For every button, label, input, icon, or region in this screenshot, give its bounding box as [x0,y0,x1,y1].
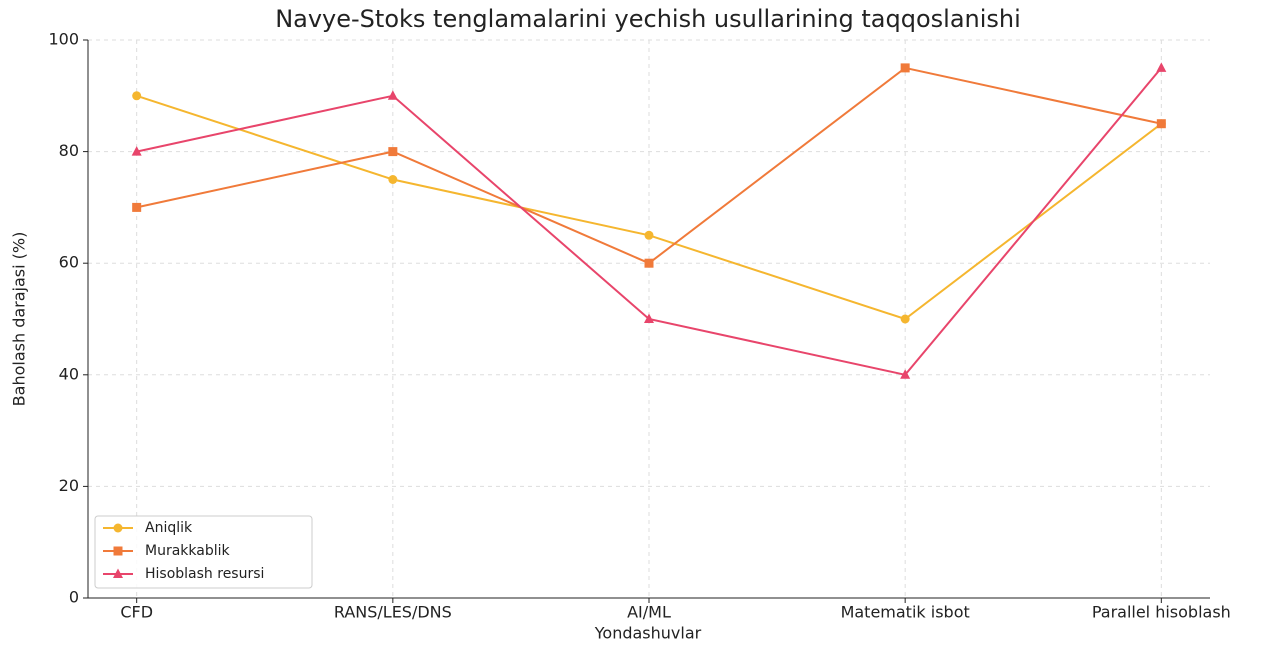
y-axis-label: Baholash darajasi (%) [10,232,29,407]
marker [387,90,398,100]
marker [113,546,123,556]
y-tick-label: 100 [48,30,79,49]
x-tick-label: RANS/LES/DNS [334,603,452,622]
marker [900,369,911,379]
marker [113,568,123,578]
y-tick-label: 20 [59,476,79,495]
chart-title: Navye-Stoks tenglamalarini yechish usull… [275,5,1021,33]
marker [1156,62,1167,72]
marker [900,63,910,73]
marker [388,147,398,157]
marker [644,313,654,323]
marker [388,175,398,184]
y-tick-label: 80 [59,141,79,160]
x-tick-label: Parallel hisoblash [1092,603,1231,622]
marker [1156,119,1166,129]
marker [113,523,123,533]
legend-label: Murakkablik [145,543,231,559]
y-tick-label: 60 [59,253,79,272]
marker [644,258,654,268]
legend: Aniqlik Murakkablik Hisoblash resursi [94,515,313,589]
marker [131,146,142,156]
legend-label: Hisoblash resursi [145,566,264,582]
y-tick-label: 40 [59,364,79,383]
y-tick-label: 0 [69,588,79,607]
x-axis-label: Yondashuvlar [594,624,702,643]
x-tick-label: AI/ML [627,603,671,622]
legend-label: Aniqlik [145,520,193,536]
marker [900,314,910,324]
x-tick-label: CFD [120,603,153,622]
x-tick-label: Matematik isbot [841,603,970,622]
marker [132,202,142,212]
marker [132,91,142,101]
marker [644,230,654,240]
legend-box [94,515,313,589]
